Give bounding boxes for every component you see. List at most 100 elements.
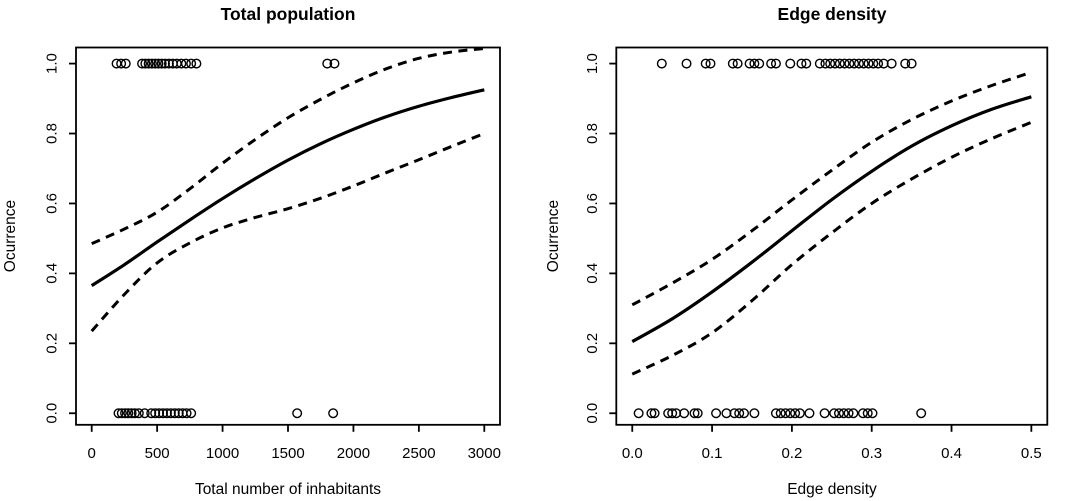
absence-point <box>120 408 131 419</box>
absence-point <box>916 408 927 419</box>
x-tick-label: 3000 <box>468 445 501 462</box>
panel-title: Total population <box>221 4 356 24</box>
presence-point <box>796 58 807 69</box>
ci-lower-curve <box>90 132 485 333</box>
presence-point <box>906 58 917 69</box>
absence-point <box>126 408 137 419</box>
presence-point <box>749 58 760 69</box>
presence-point <box>159 58 170 69</box>
presence-point <box>829 58 840 69</box>
presence-point <box>900 58 911 69</box>
x-tick-label: 1000 <box>206 445 239 462</box>
absence-point <box>785 408 796 419</box>
presence-point <box>700 58 711 69</box>
x-tick-label: 0.5 <box>1021 445 1042 462</box>
curves <box>631 70 1032 376</box>
rug-points <box>111 58 340 419</box>
presence-point <box>754 58 765 69</box>
absence-point <box>775 408 786 419</box>
presence-point <box>820 58 831 69</box>
absence-point <box>173 408 184 419</box>
y-tick-label: 0.6 <box>584 193 601 214</box>
absence-point <box>862 408 873 419</box>
y-tick-label: 1.0 <box>44 53 61 74</box>
presence-point <box>143 58 154 69</box>
absence-point <box>150 408 161 419</box>
x-axis-label: Total number of inhabitants <box>195 481 381 498</box>
absence-point <box>804 408 815 419</box>
presence-point <box>839 58 850 69</box>
presence-point <box>727 58 738 69</box>
presence-point <box>137 58 148 69</box>
absence-point <box>161 408 172 419</box>
absence-point <box>139 408 150 419</box>
presence-point <box>770 58 781 69</box>
presence-point <box>681 58 692 69</box>
presence-point <box>163 58 174 69</box>
absence-point <box>790 408 801 419</box>
absence-point <box>169 408 180 419</box>
presence-point <box>801 58 812 69</box>
presence-point <box>785 58 796 69</box>
x-tick-label: 500 <box>145 445 170 462</box>
fitted-curve <box>631 95 1032 343</box>
x-axis: 0 500 1000 1500 2000 2500 3000 <box>88 424 501 462</box>
presence-point <box>873 58 884 69</box>
presence-point <box>116 58 127 69</box>
y-tick-label: 0.4 <box>584 263 601 284</box>
presence-point <box>844 58 855 69</box>
absence-point <box>749 408 760 419</box>
presence-point <box>825 58 836 69</box>
presence-point <box>732 58 743 69</box>
panel-edge-density: Edge density 0.0 0.1 0.2 0.3 0.4 0.5 0.00.20.… <box>545 4 1049 498</box>
absence-point <box>123 408 134 419</box>
x-tick-label: 2000 <box>337 445 370 462</box>
absence-point <box>692 408 703 419</box>
absence-point <box>158 408 169 419</box>
presence-point <box>744 58 755 69</box>
absence-point <box>780 408 791 419</box>
absence-point <box>328 408 339 419</box>
presence-point <box>863 58 874 69</box>
plot-box <box>75 46 501 426</box>
panel-total-population: Total population 0 500 1000 1500 2000 2500 300… <box>2 4 501 498</box>
y-tick-label: 0.0 <box>584 403 601 424</box>
presence-point <box>322 58 333 69</box>
absence-point <box>649 408 660 419</box>
y-tick-label: 0.6 <box>44 193 61 214</box>
ci-upper-curve <box>91 47 485 246</box>
absence-point <box>633 408 644 419</box>
presence-point <box>656 58 667 69</box>
y-tick-label: 0.8 <box>44 123 61 144</box>
y-tick-label: 1.0 <box>584 53 601 74</box>
absence-point <box>113 408 124 419</box>
curves <box>90 47 485 333</box>
absence-point <box>829 408 840 419</box>
x-tick-label: 0.0 <box>622 445 643 462</box>
presence-point <box>329 58 340 69</box>
presence-point <box>766 58 777 69</box>
rug-points <box>633 58 927 419</box>
presence-point <box>156 58 167 69</box>
absence-point <box>689 408 700 419</box>
absence-point <box>857 408 868 419</box>
absence-point <box>186 408 197 419</box>
absence-point <box>679 408 690 419</box>
presence-point <box>814 58 825 69</box>
absence-point <box>734 408 745 419</box>
x-axis-label: Edge density <box>787 481 877 498</box>
absence-point <box>739 408 750 419</box>
y-tick-label: 0.8 <box>584 123 601 144</box>
absence-point <box>154 408 165 419</box>
y-axis: 0.0 0.2 0.4 0.6 0.8 1.0 <box>44 53 76 424</box>
presence-point <box>868 58 879 69</box>
plot-box <box>615 46 1049 426</box>
presence-point <box>180 58 191 69</box>
presence-point <box>886 58 897 69</box>
presence-point <box>120 58 131 69</box>
y-tick-label: 0.0 <box>44 403 61 424</box>
x-tick-label: 1500 <box>271 445 304 462</box>
y-axis-label: Ocurrence <box>2 200 19 272</box>
